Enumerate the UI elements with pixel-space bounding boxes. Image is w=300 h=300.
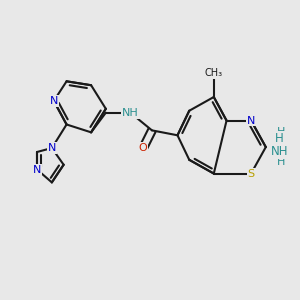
Text: NH: NH: [271, 146, 288, 158]
Text: CH₃: CH₃: [205, 68, 223, 78]
Text: N: N: [33, 165, 41, 175]
Text: NH: NH: [122, 108, 139, 118]
Text: N: N: [277, 143, 286, 153]
Text: N: N: [48, 143, 56, 153]
Text: H: H: [275, 132, 284, 145]
Text: S: S: [248, 169, 255, 178]
Text: N: N: [50, 96, 58, 106]
Text: O: O: [139, 143, 148, 153]
Text: N: N: [247, 116, 255, 126]
Text: H: H: [277, 157, 286, 167]
Text: H: H: [277, 127, 286, 137]
